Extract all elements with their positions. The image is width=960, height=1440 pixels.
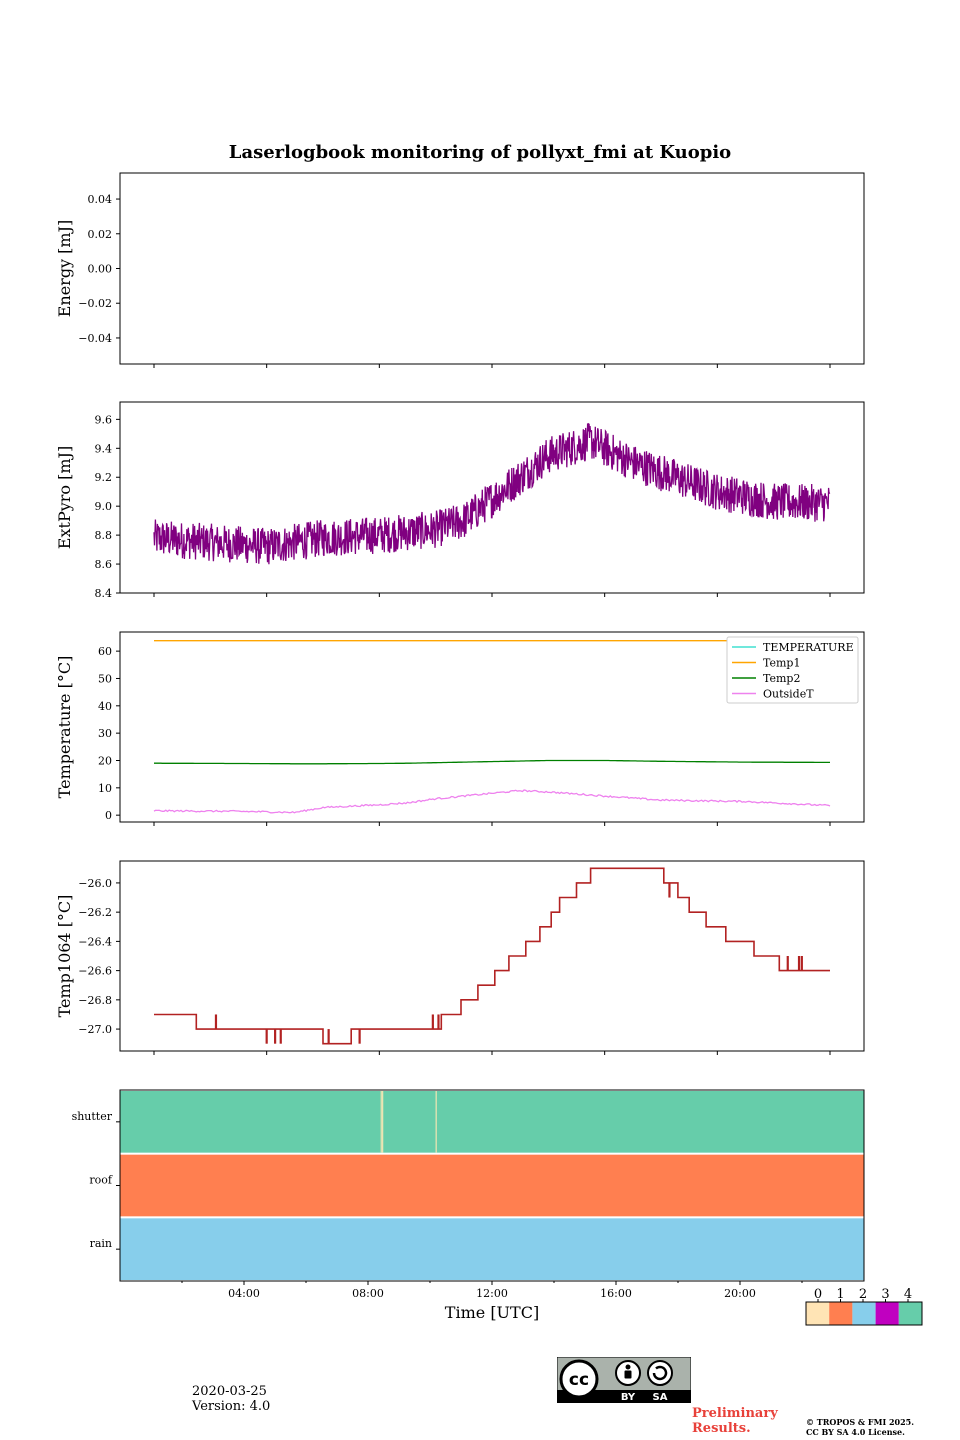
temperature-ytick-label: 30 (98, 727, 112, 740)
series-line-outsidet (153, 789, 831, 814)
colorbar-tick-label: 1 (836, 1287, 844, 1302)
temperature-ytick-label: 0 (105, 809, 112, 822)
temp1064-ytick-label: −26.8 (78, 994, 112, 1007)
status-xtick-label: 20:00 (724, 1287, 756, 1300)
panel-extpyro: 9.6 9.4 9.2 9.0 8.8 8.6 8.4 ExtPyro [mJ] (55, 401, 865, 600)
energy-ytick-label: 0.02 (88, 228, 113, 241)
extpyro-ylabel: ExtPyro [mJ] (55, 446, 74, 549)
copyright-line-1: © TROPOS & FMI 2025. (806, 1417, 915, 1427)
preliminary-notice: Preliminary Results. (692, 1406, 778, 1436)
colorbar-tick-label: 3 (881, 1287, 889, 1302)
status-frame (119, 1089, 865, 1282)
colorbar-tick-label: 0 (814, 1287, 822, 1302)
status-row-rain (120, 1218, 864, 1280)
legend-label-outsidet: OutsideT (763, 688, 814, 701)
energy-frame (119, 172, 865, 365)
legend-box (726, 636, 859, 704)
colorbar-tick-label: 4 (904, 1287, 912, 1302)
cc-by-sa-badge: cc BY SA (556, 1356, 692, 1404)
colorbar-cell-0 (806, 1302, 830, 1325)
status-row-label-roof: roof (89, 1174, 113, 1187)
temperature-ytick-label: 10 (98, 782, 112, 795)
series-line-temp2 (154, 759, 830, 765)
temp1064-ytick-label: −26.6 (78, 965, 112, 978)
status-row-shutter (120, 1091, 864, 1153)
legend-label-temperature: TEMPERATURE (763, 641, 854, 654)
figure-title: Laserlogbook monitoring of pollyxt_fmi a… (229, 142, 731, 163)
energy-ylabel: Energy [mJ] (55, 220, 74, 318)
energy-ytick-label: −0.02 (78, 297, 112, 310)
status-xtick-label: 08:00 (352, 1287, 384, 1300)
temperature-legend: TEMPERATURE Temp1 Temp2 OutsideT (726, 636, 859, 704)
colorbar-cell-1 (829, 1302, 853, 1325)
status-row-label-shutter: shutter (72, 1110, 113, 1123)
temperature-ytick-label: 40 (98, 700, 112, 713)
x-axis-label: Time [UTC] (445, 1303, 539, 1322)
extpyro-ytick-label: 8.4 (95, 587, 113, 600)
temperature-ylabel: Temperature [°C] (55, 656, 74, 799)
status-xtick-label: 12:00 (476, 1287, 508, 1300)
energy-ytick-label: −0.04 (78, 332, 112, 345)
extpyro-ytick-label: 9.6 (95, 413, 113, 426)
energy-ytick-label: 0.04 (88, 193, 113, 206)
preliminary-line-2: Results. (692, 1421, 751, 1436)
temperature-ytick-label: 20 (98, 754, 112, 767)
date-label: 2020-03-25 (192, 1384, 267, 1399)
temp1064-ytick-label: −26.2 (78, 906, 112, 919)
status-xtick-label: 16:00 (600, 1287, 632, 1300)
run-info: 2020-03-25 Version: 4.0 (192, 1384, 270, 1414)
extpyro-frame (119, 401, 865, 594)
colorbar-cell-3 (875, 1302, 899, 1325)
temp1064-frame (119, 860, 865, 1052)
extpyro-ytick-label: 9.4 (95, 442, 113, 455)
extpyro-ytick-label: 9.2 (95, 471, 113, 484)
version-label: Version: 4.0 (192, 1399, 271, 1414)
temperature-frame (119, 631, 865, 823)
by-label: BY (621, 1392, 636, 1403)
panel-status: shutter roof rain 04:00 08:00 12:00 16:00 20:00… (72, 1089, 865, 1322)
temp1064-ytick-label: −26.0 (78, 877, 112, 890)
temp1064-ylabel: Temp1064 [°C] (55, 895, 74, 1018)
status-row-roof (120, 1154, 864, 1217)
energy-ytick-label: 0.00 (88, 263, 113, 276)
temp1064-series-line (154, 867, 830, 1045)
status-row-label-rain: rain (90, 1237, 112, 1250)
extpyro-ytick-label: 9.0 (95, 500, 113, 513)
extpyro-series-line (153, 422, 831, 565)
temperature-ytick-label: 50 (98, 672, 112, 685)
panel-temperature: 60 50 40 30 20 10 0 Temperature [°C] TEMPERATURE… (55, 631, 865, 826)
colorbar-tick-label: 2 (859, 1287, 867, 1302)
preliminary-line-1: Preliminary (692, 1406, 778, 1421)
panel-temp1064: −26.0 −26.2 −26.4 −26.6 −26.8 −27.0 Temp1064 [… (55, 860, 865, 1055)
colorbar-frame (805, 1301, 923, 1326)
cc-icon: cc (569, 1370, 589, 1390)
copyright-line-2: CC BY SA 4.0 License. (806, 1427, 905, 1437)
colorbar-cell-2 (852, 1302, 876, 1325)
panel-energy: 0.04 0.02 0.00 −0.02 −0.04 Energy [mJ] (55, 172, 865, 368)
sa-icon (647, 1360, 673, 1386)
colorbar-cell-4 (898, 1302, 922, 1325)
extpyro-ytick-label: 8.8 (95, 529, 113, 542)
status-xtick-label: 04:00 (228, 1287, 260, 1300)
copyright-notice: © TROPOS & FMI 2025. CC BY SA 4.0 Licens… (806, 1417, 914, 1437)
extpyro-ytick-label: 8.6 (95, 558, 113, 571)
temp1064-ytick-label: −26.4 (78, 935, 112, 948)
temperature-ytick-label: 60 (98, 645, 112, 658)
temp1064-ytick-label: −27.0 (78, 1023, 112, 1036)
legend-label-temp1: Temp1 (763, 657, 800, 670)
legend-label-temp2: Temp2 (763, 672, 800, 685)
sa-label: SA (653, 1392, 668, 1403)
